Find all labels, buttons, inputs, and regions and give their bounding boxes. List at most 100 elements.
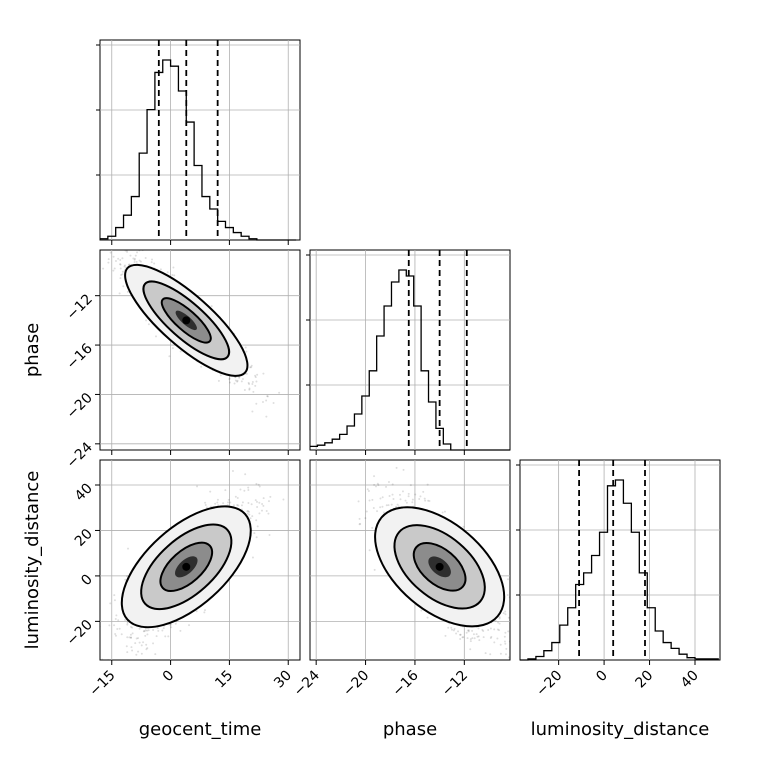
scatter-point xyxy=(377,484,380,487)
scatter-point xyxy=(248,388,251,391)
xtick-label-luminosity-distance: 20 xyxy=(632,668,656,692)
scatter-point xyxy=(493,628,496,631)
scatter-point xyxy=(234,379,237,382)
scatter-point xyxy=(269,495,272,498)
scatter-point xyxy=(155,335,158,338)
scatter-point xyxy=(205,506,208,509)
scatter-point xyxy=(247,501,250,504)
xtick-label-luminosity-distance: 0 xyxy=(593,668,611,686)
scatter-point xyxy=(241,501,244,504)
scatter-point xyxy=(469,640,472,643)
scatter-point xyxy=(217,379,220,382)
scatter-point xyxy=(144,629,147,632)
contour-2 xyxy=(412,542,467,592)
scatter-point xyxy=(372,507,375,510)
scatter-point xyxy=(203,609,206,612)
scatter-point xyxy=(248,510,251,513)
ytick-label-luminosity-distance: −20 xyxy=(64,617,96,649)
scatter-point xyxy=(174,622,177,625)
scatter-point xyxy=(252,390,255,393)
scatter-point xyxy=(401,490,404,493)
scatter-point xyxy=(505,647,508,650)
scatter-point xyxy=(381,505,384,508)
ytick-label-luminosity-distance: 0 xyxy=(78,571,96,589)
xtick-label-geocent-time: −15 xyxy=(86,668,118,700)
scatter-point xyxy=(243,388,246,391)
scatter-point xyxy=(443,510,446,513)
scatter-point xyxy=(513,619,515,621)
scatter-point xyxy=(250,366,253,369)
scatter-point xyxy=(144,634,147,637)
scatter-point xyxy=(196,485,199,488)
scatter-point xyxy=(128,263,131,266)
scatter-point xyxy=(102,267,105,270)
scatter-point xyxy=(282,498,285,501)
scatter-point xyxy=(234,495,237,498)
scatter-point xyxy=(140,644,143,647)
scatter-point xyxy=(115,614,118,617)
scatter-point xyxy=(126,250,129,253)
scatter-point xyxy=(162,627,165,630)
scatter-point xyxy=(248,387,251,390)
scatter-point xyxy=(258,485,261,488)
scatter-point xyxy=(100,240,102,242)
scatter-point xyxy=(462,636,465,639)
scatter-point xyxy=(358,523,361,526)
scatter-point xyxy=(100,625,101,628)
contour-2 xyxy=(159,541,214,592)
scatter-point xyxy=(241,377,244,380)
scatter-point xyxy=(116,627,119,630)
scatter-point xyxy=(126,621,129,624)
scatter-point xyxy=(508,640,510,643)
scatter-point xyxy=(265,415,268,418)
xtick-label-phase: −20 xyxy=(340,668,372,700)
scatter-point xyxy=(513,695,515,697)
scatter-point xyxy=(141,250,144,252)
scatter-point xyxy=(427,499,430,502)
scatter-point xyxy=(255,500,258,503)
scatter-point xyxy=(119,259,122,262)
scatter-point xyxy=(266,395,269,398)
scatter-point xyxy=(467,630,470,633)
scatter-point xyxy=(265,509,268,512)
scatter-point xyxy=(113,624,116,627)
scatter-point xyxy=(254,384,257,387)
scatter-point xyxy=(477,635,480,638)
scatter-point xyxy=(405,501,408,504)
scatter-point xyxy=(251,515,254,518)
scatter-point xyxy=(504,653,507,656)
scatter-point xyxy=(251,556,254,559)
scatter-point xyxy=(387,480,390,483)
scatter-point xyxy=(248,382,251,385)
scatter-point xyxy=(146,647,149,650)
scatter-point xyxy=(563,692,565,694)
scatter-point xyxy=(266,395,269,398)
scatter-point xyxy=(499,652,502,655)
scatter-point xyxy=(224,489,227,492)
scatter-point xyxy=(365,510,368,513)
scatter-point xyxy=(118,627,121,630)
scatter-point xyxy=(138,627,141,630)
scatter-point xyxy=(245,350,248,353)
scatter-point xyxy=(107,261,110,264)
scatter-point xyxy=(423,497,426,500)
scatter-point xyxy=(232,504,235,507)
scatter-point xyxy=(504,613,507,616)
scatter-point xyxy=(503,635,506,638)
scatter-point xyxy=(424,499,427,502)
scatter-point xyxy=(255,402,258,405)
scatter-point xyxy=(121,270,124,273)
xlabel-phase: phase xyxy=(383,719,437,740)
contour-0 xyxy=(374,506,506,628)
scatter-point xyxy=(134,642,137,645)
scatter-point xyxy=(159,268,162,271)
density-peak xyxy=(182,562,191,571)
scatter-point xyxy=(382,511,385,514)
ylabel-phase: phase xyxy=(22,323,43,377)
scatter-point xyxy=(392,497,395,500)
scatter-point xyxy=(170,623,173,626)
scatter-point xyxy=(250,503,253,506)
scatter-point xyxy=(214,502,217,505)
scatter-point xyxy=(254,374,257,377)
xtick-label-geocent-time: 15 xyxy=(212,668,236,692)
